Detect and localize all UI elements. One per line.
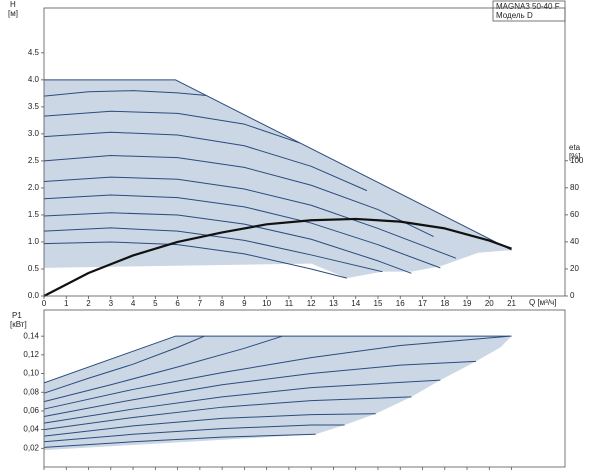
y-tick-label: 0,14 bbox=[23, 331, 39, 340]
x-tick-label: 1 bbox=[64, 299, 69, 308]
plot-frame bbox=[43, 7, 566, 297]
x-tick-label: 12 bbox=[307, 299, 316, 308]
x-tick-label: 20 bbox=[485, 299, 494, 308]
curve bbox=[43, 360, 476, 418]
y-tick-label: 0,06 bbox=[23, 406, 39, 415]
x-tick-label: 17 bbox=[418, 299, 427, 308]
y-tick-label: 0,08 bbox=[23, 387, 39, 396]
y2-tick-label: 20 bbox=[570, 264, 579, 273]
curve bbox=[43, 176, 457, 259]
y-axis-label: [м] bbox=[8, 9, 18, 18]
y-tick-label: 2.5 bbox=[28, 156, 40, 165]
y-axis-label: H bbox=[10, 0, 16, 9]
x-tick-label: 6 bbox=[175, 299, 180, 308]
operating-area bbox=[44, 79, 512, 279]
curve bbox=[43, 241, 347, 279]
y-tick-label: 3.5 bbox=[28, 102, 40, 111]
x-tick-label: 16 bbox=[396, 299, 405, 308]
y-tick-label: 4.5 bbox=[28, 48, 40, 57]
y2-axis-label: eta bbox=[569, 143, 581, 152]
curve bbox=[43, 335, 283, 403]
x-tick-label: 5 bbox=[153, 299, 158, 308]
curve bbox=[43, 335, 510, 410]
x-tick-label: 4 bbox=[131, 299, 136, 308]
x-tick-label: 2 bbox=[86, 299, 91, 308]
x-tick-label: 18 bbox=[440, 299, 449, 308]
x-tick-label: 7 bbox=[198, 299, 203, 308]
curve bbox=[43, 131, 368, 192]
plot-frame bbox=[43, 309, 566, 468]
y-tick-label: 1.0 bbox=[28, 237, 40, 246]
x-tick-label: 21 bbox=[507, 299, 516, 308]
efficiency-curve bbox=[43, 217, 512, 297]
y-tick-label: 0,02 bbox=[23, 443, 39, 452]
x-tick-label: 15 bbox=[374, 299, 383, 308]
y-tick-label: 2.0 bbox=[28, 183, 40, 192]
y2-axis-label: [%] bbox=[569, 152, 581, 161]
operating-area bbox=[44, 336, 512, 451]
y2-tick-label: 40 bbox=[570, 237, 579, 246]
x-tick-label: 3 bbox=[109, 299, 114, 308]
x-tick-label: 19 bbox=[463, 299, 472, 308]
y-axis-label: [кВт] bbox=[10, 320, 27, 329]
y-tick-label: 0.5 bbox=[28, 264, 40, 273]
curve bbox=[43, 194, 441, 269]
y-tick-label: 0,10 bbox=[23, 369, 39, 378]
curve bbox=[44, 79, 512, 251]
legend-line: MAGNA3 50-40 F bbox=[496, 2, 560, 11]
curve bbox=[43, 212, 412, 274]
curve bbox=[43, 379, 441, 424]
y-tick-label: 0.0 bbox=[28, 291, 40, 300]
curve bbox=[43, 155, 434, 238]
x-tick-label: 0 bbox=[42, 299, 47, 308]
curve bbox=[43, 335, 205, 394]
y-axis-label: P1 bbox=[12, 311, 22, 320]
y2-tick-label: 80 bbox=[570, 183, 579, 192]
y2-tick-label: 60 bbox=[570, 210, 579, 219]
x-tick-label: 13 bbox=[329, 299, 338, 308]
curve bbox=[43, 110, 301, 144]
x-axis-label: Q [м³/ч] bbox=[529, 298, 556, 307]
curve bbox=[43, 433, 316, 448]
y-tick-label: 0,04 bbox=[23, 425, 39, 434]
x-tick-label: 8 bbox=[220, 299, 225, 308]
y2-tick-label: 0 bbox=[570, 291, 575, 300]
y2-tick-label: 100 bbox=[570, 156, 584, 165]
y-tick-label: 3.0 bbox=[28, 129, 40, 138]
y-tick-label: 4.0 bbox=[28, 75, 40, 84]
curve bbox=[43, 413, 376, 437]
y-tick-label: 0,12 bbox=[23, 350, 39, 359]
curve bbox=[43, 90, 207, 97]
legend-line: Модель D bbox=[496, 11, 533, 20]
curve bbox=[43, 424, 345, 443]
curve bbox=[43, 335, 512, 384]
curve bbox=[43, 396, 412, 431]
x-tick-label: 14 bbox=[351, 299, 360, 308]
y-tick-label: 1.5 bbox=[28, 210, 40, 219]
x-tick-label: 11 bbox=[285, 299, 294, 308]
x-tick-label: 10 bbox=[262, 299, 271, 308]
x-tick-label: 9 bbox=[242, 299, 247, 308]
